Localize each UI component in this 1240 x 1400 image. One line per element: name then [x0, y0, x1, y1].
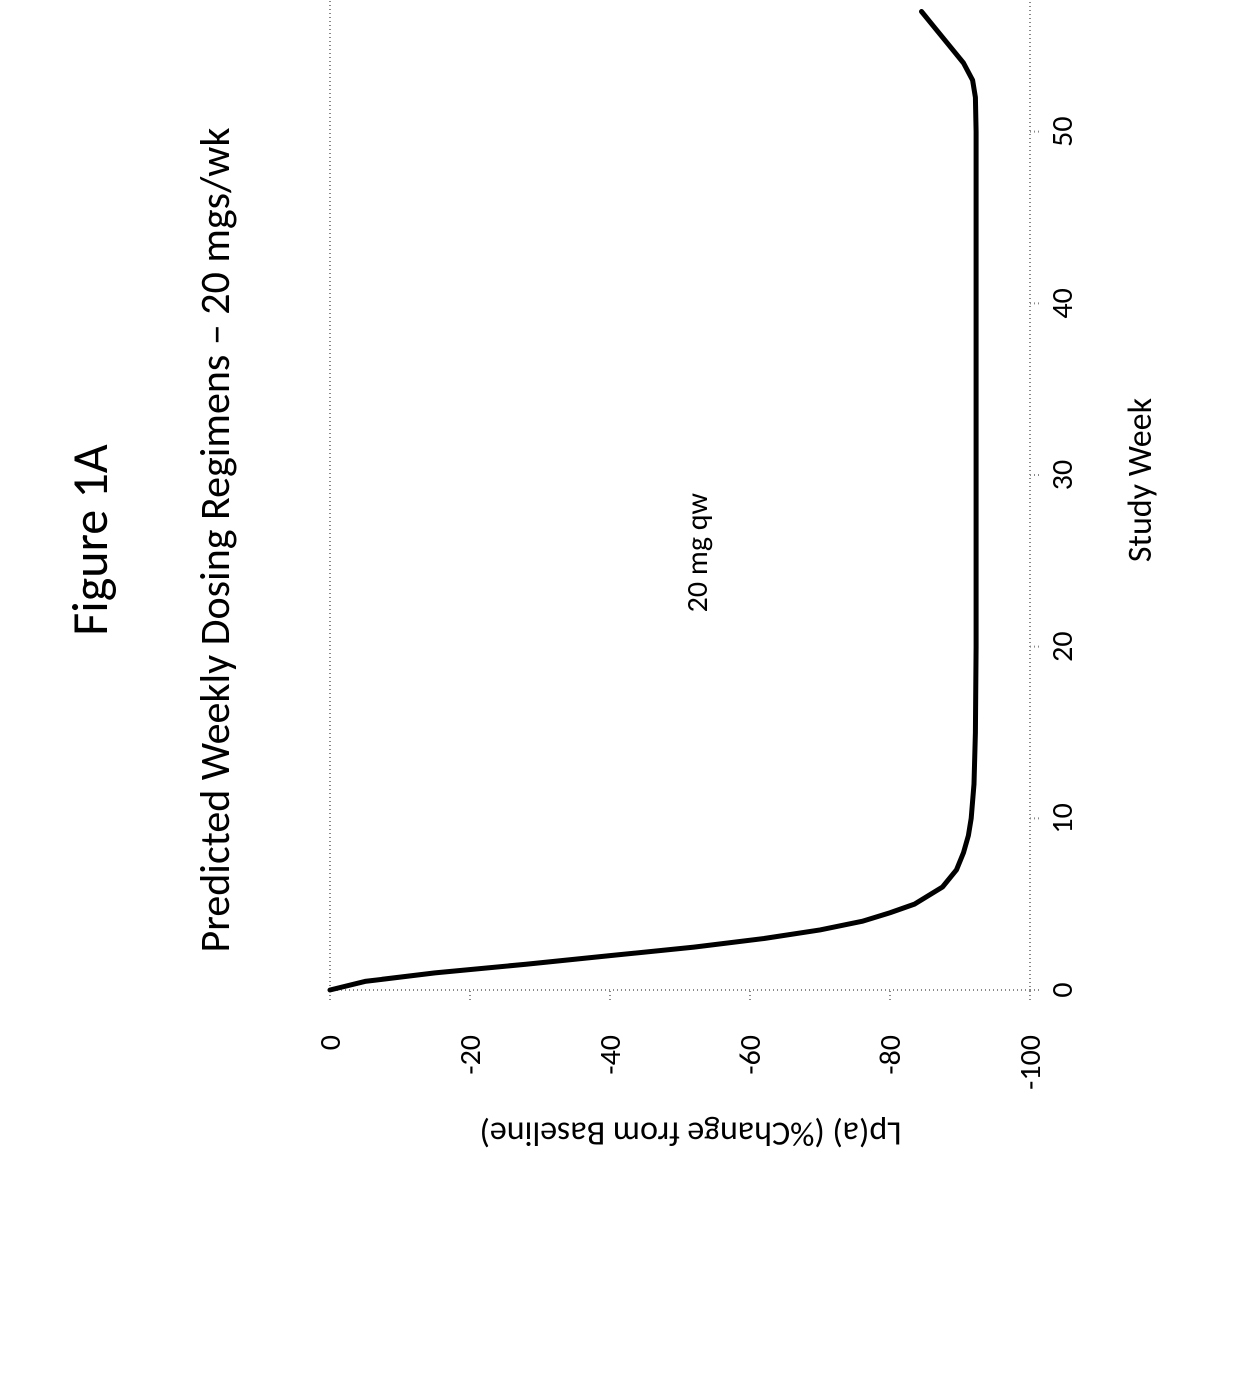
x-tick-label: 20	[1044, 617, 1081, 677]
x-axis-label: Study Week	[1120, 0, 1161, 1020]
x-tick-label: 50	[1044, 102, 1081, 162]
series-label: 20 mg qw	[679, 493, 716, 612]
chart-title: Predicted Weekly Dosing Regimens – 20 mg…	[190, 0, 241, 1240]
y-tick-label: -40	[592, 1035, 629, 1115]
figure-label: Figure 1A	[60, 0, 121, 1240]
x-tick-label: 10	[1044, 788, 1081, 848]
y-axis-label-wrap: Lp(a) (%Change from Baseline)	[320, 1116, 1060, 1150]
x-tick-label: 0	[1044, 960, 1081, 1020]
y-tick-label: -100	[1012, 1035, 1049, 1115]
x-tick-label: 30	[1044, 445, 1081, 505]
plot-area: 20 mg qw	[320, 0, 1060, 1020]
y-axis-label: Lp(a) (%Change from Baseline)	[479, 1112, 901, 1153]
y-tick-label: 0	[312, 1035, 349, 1115]
y-tick-label: -80	[872, 1035, 909, 1115]
x-tick-label: 40	[1044, 273, 1081, 333]
y-tick-label: -20	[452, 1035, 489, 1115]
y-tick-label: -60	[732, 1035, 769, 1115]
